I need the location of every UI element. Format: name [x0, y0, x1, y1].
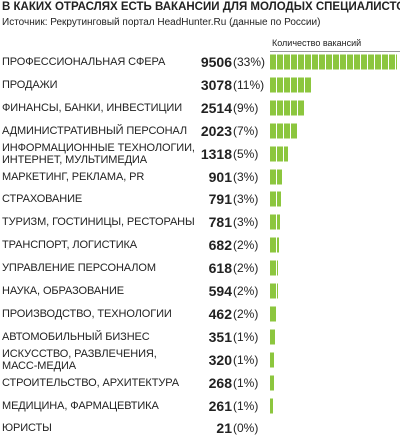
percent-label: (3%): [233, 215, 259, 230]
percent-label: (3%): [233, 192, 259, 207]
axis-line: [270, 51, 400, 52]
value-label: 320: [208, 351, 232, 368]
bar: [270, 260, 279, 276]
category-label: АВТОМОБИЛЬНЫЙ БИЗНЕС: [2, 330, 150, 343]
value-label: 2023: [200, 122, 232, 139]
category-label: ФИНАНСЫ, БАНКИ, ИНВЕСТИЦИИ: [2, 101, 183, 114]
value-label: 268: [208, 374, 232, 391]
value-label: 618: [208, 260, 232, 277]
bar: [270, 54, 397, 70]
percent-label: (3%): [233, 169, 259, 184]
chart-title: В КАКИХ ОТРАСЛЯХ ЕСТЬ ВАКАНСИИ ДЛЯ МОЛОД…: [2, 1, 400, 13]
value-label: 3078: [200, 76, 232, 93]
value-label: 21: [216, 420, 232, 436]
percent-label: (0%): [233, 421, 259, 436]
value-label: 9506: [200, 54, 232, 70]
value-label: 1318: [200, 145, 232, 162]
bar: [270, 169, 282, 184]
value-label: 901: [208, 168, 232, 185]
bar: [270, 146, 288, 162]
bar: [270, 214, 281, 230]
percent-label: (1%): [233, 352, 259, 367]
category-label: ИНФОРМАЦИОННЫЕ ТЕХНОЛОГИИ, ИНТЕРНЕТ, МУЛ…: [2, 141, 195, 166]
bar: [270, 77, 312, 93]
value-label: 261: [208, 397, 232, 414]
percent-label: (2%): [233, 306, 259, 321]
percent-label: (33%): [233, 55, 266, 69]
bar: [270, 100, 304, 116]
bar: [270, 352, 275, 368]
percent-label: (9%): [233, 100, 259, 115]
percent-label: (2%): [233, 284, 259, 298]
bar: [270, 237, 280, 253]
chart-subtitle: Источник: Рекрутинговый портал HeadHunte…: [2, 17, 321, 28]
value-label: 2514: [200, 99, 232, 116]
percent-label: (1%): [233, 398, 259, 413]
bar: [270, 283, 278, 299]
category-label: НАУКА, ОБРАЗОВАНИЕ: [2, 285, 125, 297]
percent-label: (5%): [233, 146, 259, 161]
bar: [270, 398, 274, 413]
category-label: АДМИНИСТРАТИВНЫЙ ПЕРСОНАЛ: [2, 124, 188, 137]
category-label: ПРОДАЖИ: [2, 78, 58, 91]
bar: [270, 123, 297, 139]
category-label: ТУРИЗМ, ГОСТИНИЦЫ, РЕСТОРАНЫ: [2, 216, 195, 229]
category-label: МАРКЕТИНГ, РЕКЛАМА, PR: [2, 170, 145, 183]
bar: [270, 375, 274, 391]
percent-label: (2%): [233, 238, 259, 253]
category-label: ПРОИЗВОДСТВО, ТЕХНОЛОГИИ: [2, 307, 172, 320]
percent-label: (2%): [233, 261, 259, 276]
percent-label: (7%): [233, 123, 259, 138]
value-label: 351: [208, 328, 232, 345]
percent-label: (11%): [233, 77, 265, 92]
category-label: ИСКУССТВО, РАЗВЛЕЧЕНИЯ, МАСС-МЕДИА: [2, 347, 157, 372]
value-label: 462: [208, 305, 232, 322]
percent-label: (1%): [233, 329, 259, 344]
category-label: СТРАХОВАНИЕ: [2, 193, 83, 206]
percent-label: (1%): [233, 375, 259, 390]
value-label: 781: [208, 214, 232, 231]
category-label: ЮРИСТЫ: [2, 422, 52, 435]
category-label: УПРАВЛЕНИЕ ПЕРСОНАЛОМ: [2, 262, 156, 275]
value-label: 682: [208, 237, 232, 254]
category-label: МЕДИЦИНА, ФАРМАЦЕВТИКА: [2, 399, 159, 412]
legend-label: Количество вакансий: [272, 38, 362, 48]
value-label: 791: [208, 191, 232, 208]
category-label: ТРАНСПОРТ, ЛОГИСТИКА: [2, 239, 138, 252]
value-label: 594: [208, 283, 232, 299]
category-label: СТРОИТЕЛЬСТВО, АРХИТЕКТУРА: [2, 376, 179, 389]
bar: [270, 306, 277, 322]
category-label: ПРОФЕССИОНАЛЬНАЯ СФЕРА: [2, 56, 166, 68]
bar: [270, 329, 275, 345]
bar: [270, 191, 281, 207]
